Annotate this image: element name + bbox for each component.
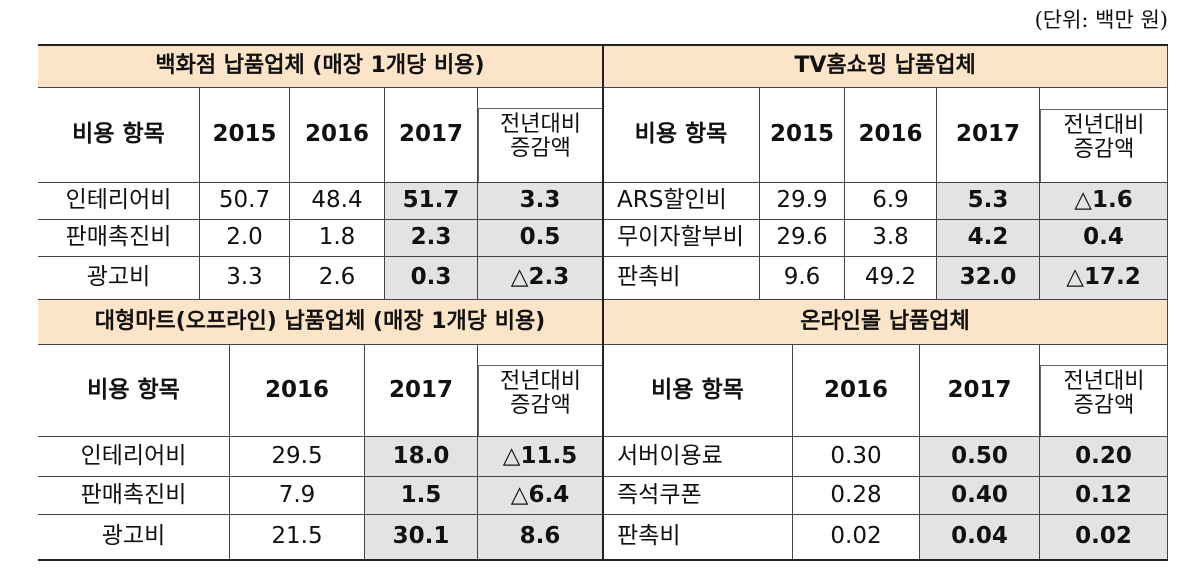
table-cell: 0.4 — [1040, 220, 1168, 257]
table-cell: 49.2 — [845, 257, 937, 300]
column-header: 전년대비 증감액 — [1040, 88, 1168, 183]
table-cell: △2.3 — [478, 257, 603, 300]
table-cell: 50.7 — [200, 183, 290, 220]
table-cell: 3.3 — [200, 257, 290, 300]
table-cell: 3.3 — [478, 183, 603, 220]
table-title: 대형마트(오프라인) 납품업체 (매장 1개당 비용) — [38, 300, 603, 345]
table-cell: 1.5 — [365, 477, 478, 515]
table-cell: 8.6 — [478, 515, 603, 560]
column-header: 비용 항목 — [38, 88, 200, 183]
row-label: 판매촉진비 — [38, 220, 200, 257]
table-cell: 29.5 — [230, 437, 365, 477]
column-header-text: 전년대비 증감액 — [1040, 365, 1167, 437]
column-header: 2017 — [937, 88, 1040, 183]
table-cell: 6.9 — [845, 183, 937, 220]
table-title: TV홈쇼핑 납품업체 — [603, 45, 1168, 88]
row-label: 광고비 — [38, 257, 200, 300]
table-cell: 1.8 — [290, 220, 385, 257]
row-label: 무이자할부비 — [603, 220, 760, 257]
column-header-text: 전년대비 증감액 — [478, 108, 602, 182]
column-header: 2016 — [290, 88, 385, 183]
table-cell: 0.20 — [1040, 437, 1168, 477]
table-cell: 0.04 — [920, 515, 1040, 560]
row-label: 판촉비 — [603, 257, 760, 300]
column-header: 2015 — [200, 88, 290, 183]
column-header-text: 전년대비 증감액 — [1040, 108, 1167, 182]
table-cell: 0.3 — [385, 257, 478, 300]
table-cell: 9.6 — [760, 257, 845, 300]
table-cell: 0.40 — [920, 477, 1040, 515]
table-cell: 2.6 — [290, 257, 385, 300]
table-cell: 0.28 — [793, 477, 920, 515]
column-header: 2016 — [793, 345, 920, 437]
column-header: 전년대비 증감액 — [1040, 345, 1168, 437]
column-header: 비용 항목 — [603, 88, 760, 183]
row-label: 인테리어비 — [38, 437, 230, 477]
table-cell: 0.50 — [920, 437, 1040, 477]
column-header: 2017 — [385, 88, 478, 183]
table-cell: 18.0 — [365, 437, 478, 477]
table-cell: 0.02 — [793, 515, 920, 560]
table-cell: 3.8 — [845, 220, 937, 257]
column-header: 2017 — [920, 345, 1040, 437]
column-header: 2015 — [760, 88, 845, 183]
table-cell: 32.0 — [937, 257, 1040, 300]
row-label: 서버이용료 — [603, 437, 793, 477]
row-label: 판매촉진비 — [38, 477, 230, 515]
table-cell: △17.2 — [1040, 257, 1168, 300]
table-cell: 2.3 — [385, 220, 478, 257]
row-label: 즉석쿠폰 — [603, 477, 793, 515]
table-cell: 51.7 — [385, 183, 478, 220]
unit-label: (단위: 백만 원) — [1034, 8, 1168, 32]
column-header: 2016 — [230, 345, 365, 437]
table-cell: 29.6 — [760, 220, 845, 257]
table-cell: 30.1 — [365, 515, 478, 560]
column-header-text: 전년대비 증감액 — [478, 364, 602, 436]
row-label: 광고비 — [38, 515, 230, 560]
column-header: 비용 항목 — [603, 345, 793, 437]
column-header: 2017 — [365, 345, 478, 437]
column-header: 2016 — [845, 88, 937, 183]
table-cell: 0.5 — [478, 220, 603, 257]
column-header: 전년대비 증감액 — [478, 345, 603, 437]
table-cell: 21.5 — [230, 515, 365, 560]
table-cell: 2.0 — [200, 220, 290, 257]
row-label: 인테리어비 — [38, 183, 200, 220]
column-header: 비용 항목 — [38, 345, 230, 437]
row-label: 판촉비 — [603, 515, 793, 560]
middle-divider — [602, 44, 604, 561]
table-cell: 0.30 — [793, 437, 920, 477]
column-header: 전년대비 증감액 — [478, 88, 603, 183]
table-cell: 48.4 — [290, 183, 385, 220]
table-cell: 7.9 — [230, 477, 365, 515]
table-cell: 4.2 — [937, 220, 1040, 257]
table-cell: 0.02 — [1040, 515, 1168, 560]
table-cell: 29.9 — [760, 183, 845, 220]
table-cell: △6.4 — [478, 477, 603, 515]
row-label: ARS할인비 — [603, 183, 760, 220]
table-cell: △1.6 — [1040, 183, 1168, 220]
table-title: 백화점 납품업체 (매장 1개당 비용) — [38, 45, 603, 88]
table-cell: △11.5 — [478, 437, 603, 477]
table-title: 온라인몰 납품업체 — [603, 300, 1168, 345]
table-cell: 5.3 — [937, 183, 1040, 220]
table-cell: 0.12 — [1040, 477, 1168, 515]
